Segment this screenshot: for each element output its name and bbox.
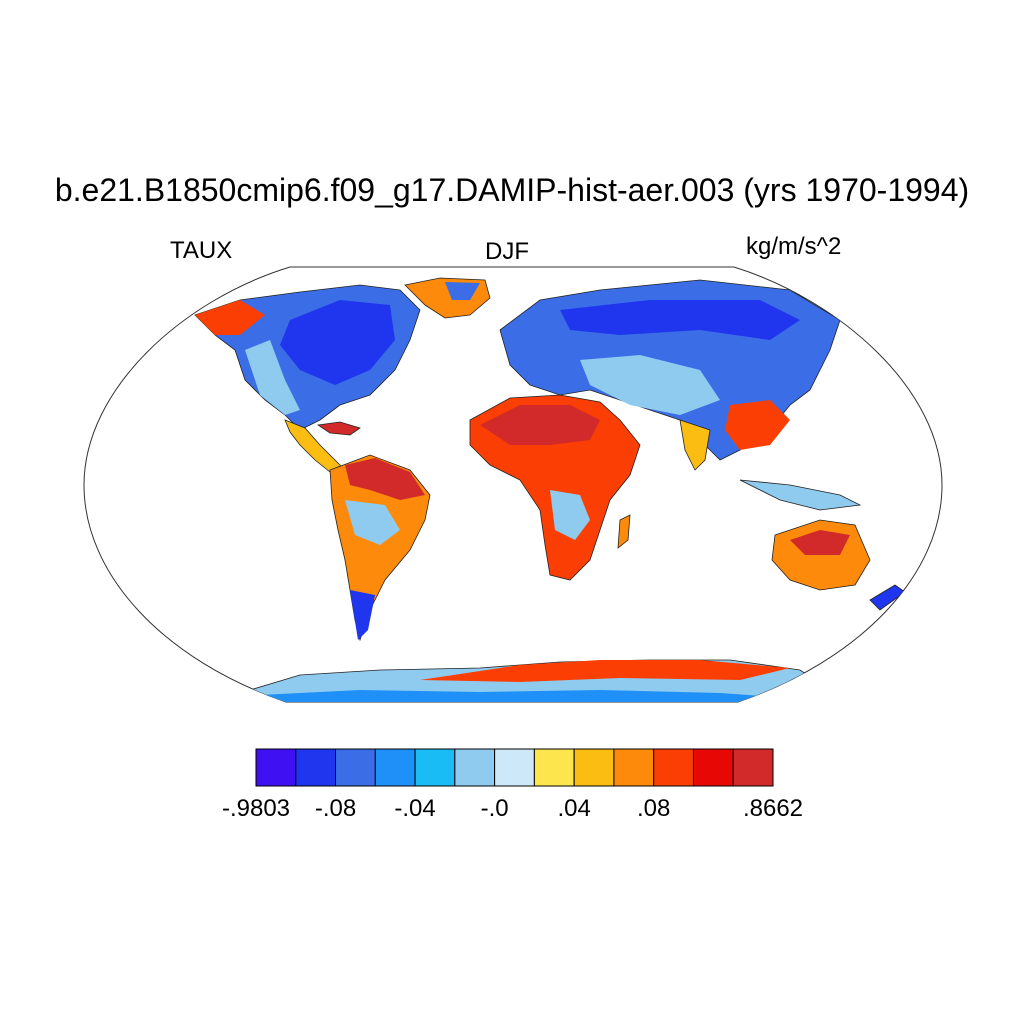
- colorbar-swatch: [573, 748, 615, 787]
- siberia: [560, 300, 800, 340]
- plot-title: b.e21.B1850cmip6.f09_g17.DAMIP-hist-aer.…: [54, 172, 970, 208]
- colorbar-tick-label: -.0: [480, 795, 509, 822]
- south-america-south: [350, 590, 375, 640]
- colorbar-tick-label: -.9803: [221, 795, 291, 822]
- variable-label: TAUX: [170, 237, 233, 264]
- colorbar-swatch: [255, 748, 297, 787]
- south-america-north: [345, 458, 425, 500]
- australia-north: [790, 530, 850, 555]
- alaska-warm: [195, 300, 265, 335]
- colorbar-swatch: [374, 748, 416, 787]
- india: [679, 419, 711, 471]
- sahara: [480, 405, 600, 445]
- units-label: kg/m/s^2: [746, 233, 842, 260]
- colorbar-swatch: [613, 748, 655, 787]
- madagascar: [617, 514, 631, 549]
- colorbar-tick-label: .08: [637, 795, 671, 822]
- colorbar-tick-label: -.08: [314, 795, 357, 822]
- indonesia: [739, 479, 862, 511]
- colorbar-swatch: [692, 748, 734, 787]
- colorbar-swatch: [494, 748, 535, 787]
- colorbar-swatch: [653, 748, 694, 787]
- colorbar-tick-label: -.04: [394, 795, 436, 822]
- colorbar-swatch: [732, 748, 774, 787]
- east-asia-warm: [725, 400, 790, 450]
- greenland-core: [445, 282, 480, 300]
- caribbean: [316, 421, 361, 436]
- north-america-core: [280, 300, 395, 385]
- colorbar-swatch: [414, 748, 456, 787]
- africa-center: [550, 490, 590, 540]
- season-label: DJF: [485, 238, 529, 265]
- south-america-center: [345, 500, 400, 545]
- north-america-west: [245, 340, 300, 415]
- colorbar-tick-label: .8662: [742, 795, 804, 822]
- colorbar-tick-label: .04: [557, 795, 591, 822]
- antarctica-warm: [420, 660, 790, 682]
- colorbar-swatch: [533, 748, 575, 787]
- colorbar-swatch: [335, 748, 376, 787]
- colorbar-swatch: [454, 748, 496, 787]
- colorbar-swatch: [295, 748, 337, 787]
- antarctica-cool: [250, 690, 820, 702]
- central-asia: [580, 355, 720, 415]
